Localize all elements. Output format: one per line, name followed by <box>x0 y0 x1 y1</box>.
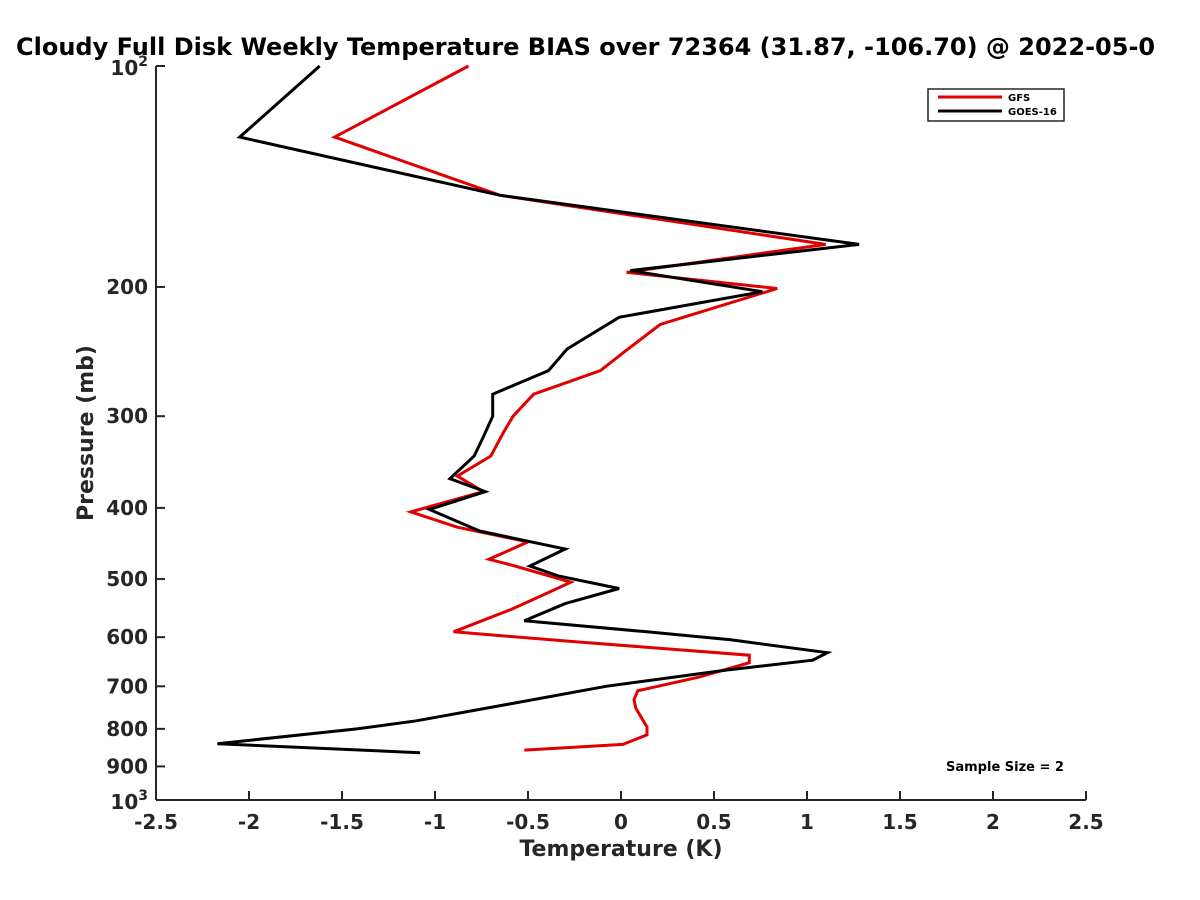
y-tick-label-power: 102 <box>110 54 148 80</box>
y-tick-label-power: 103 <box>110 788 148 814</box>
series-layer <box>217 64 860 755</box>
x-tick-label: 2.5 <box>1068 810 1103 834</box>
legend-label-goes16: GOES-16 <box>1008 107 1057 118</box>
y-tick-label: 600 <box>106 625 148 649</box>
x-tick-label: -2.5 <box>134 810 178 834</box>
axes: -2.5 -2 -1.5 -1 -0.5 0 0.5 1 1.5 2 2.5 200 300 400 500… <box>106 54 1103 834</box>
y-tick-label: 300 <box>106 404 148 428</box>
y-tick-label: 700 <box>106 674 148 698</box>
x-tick-label: -1 <box>424 810 446 834</box>
chart-title: Cloudy Full Disk Weekly Temperature BIAS… <box>16 33 1155 61</box>
x-axis-label: Temperature (K) <box>519 837 722 862</box>
x-tick-label: -2 <box>238 810 260 834</box>
legend-label-gfs: GFS <box>1008 93 1030 104</box>
series-line-gfs <box>330 64 826 752</box>
x-tick-label: 0 <box>614 810 628 834</box>
y-tick-label: 200 <box>106 275 148 299</box>
y-axis-label: Pressure (mb) <box>74 345 99 521</box>
y-tick-label: 800 <box>106 717 148 741</box>
legend: GFS GOES-16 <box>927 88 1065 122</box>
y-tick-label: 900 <box>106 754 148 778</box>
y-tick-label: 500 <box>106 567 148 591</box>
x-tick-label: -0.5 <box>506 810 550 834</box>
x-tick-label: 2 <box>986 810 1000 834</box>
legend-box <box>927 88 1065 122</box>
y-tick-label: 400 <box>106 496 148 520</box>
series-line-goes16 <box>217 64 860 755</box>
x-tick-label: 1.5 <box>882 810 917 834</box>
x-tick-label: 0.5 <box>696 810 731 834</box>
x-tick-label: 1 <box>800 810 814 834</box>
sample-size-annotation: Sample Size = 2 <box>946 760 1064 775</box>
x-tick-label: -1.5 <box>320 810 364 834</box>
